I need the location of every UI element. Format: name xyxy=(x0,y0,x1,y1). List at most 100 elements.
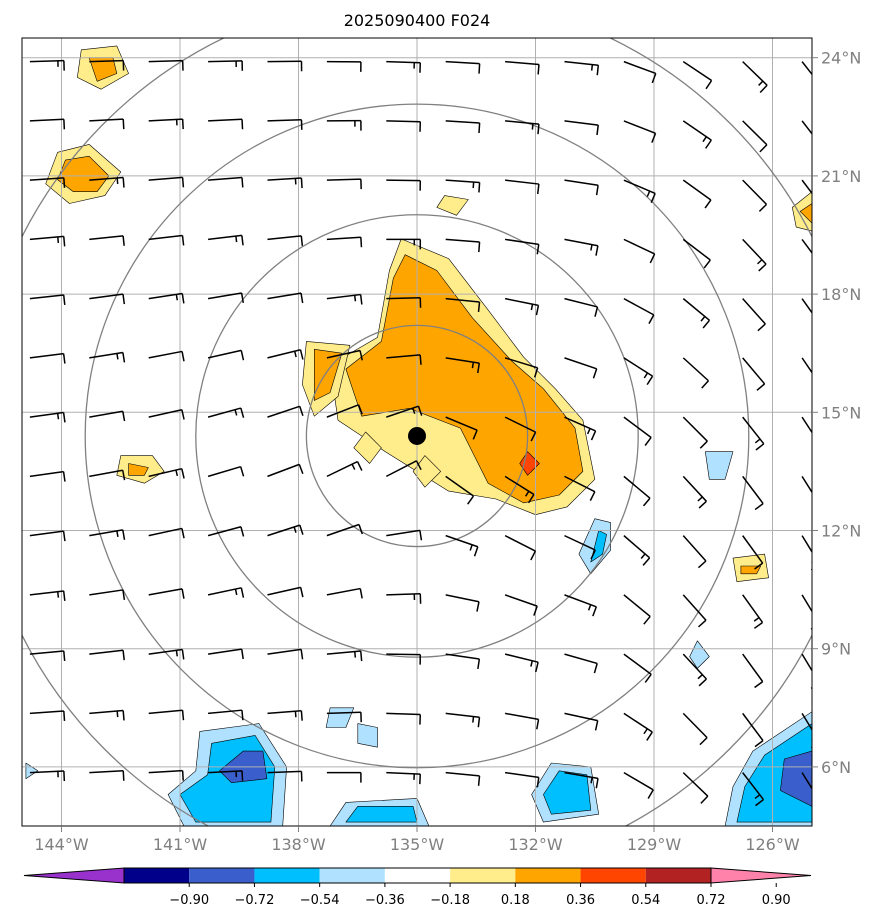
wind-barb-flag xyxy=(360,237,363,248)
wind-barb-flag xyxy=(699,737,708,746)
wind-barb-staff xyxy=(682,772,709,797)
wind-barb xyxy=(326,236,363,248)
wind-barb-flag xyxy=(758,263,767,272)
wind-barb-flag xyxy=(477,717,481,728)
wind-barb-half-flag xyxy=(814,202,819,206)
wind-barb-staff xyxy=(623,60,657,75)
wind-barb xyxy=(29,235,66,247)
wind-barb-flag xyxy=(300,178,303,189)
colorbar-swatch xyxy=(319,868,385,883)
wind-barb-staff xyxy=(148,648,183,655)
wind-barb-flag xyxy=(595,778,599,789)
wind-barb-flag xyxy=(477,775,481,786)
wind-barb-flag xyxy=(478,182,481,193)
wind-barb-flag xyxy=(181,588,185,599)
wind-barb xyxy=(326,460,363,478)
wind-barb-staff xyxy=(623,712,653,733)
wind-barb xyxy=(504,534,537,561)
wind-barb-flag xyxy=(590,549,596,560)
wind-barb-half-flag xyxy=(697,496,703,502)
wind-barb-flag xyxy=(527,494,535,504)
wind-barb-flag xyxy=(240,587,245,598)
wind-barb-half-flag xyxy=(754,438,761,444)
negative-contour-region xyxy=(590,530,607,563)
wind-barb-flag xyxy=(535,305,540,316)
wind-barb-staff xyxy=(623,771,654,791)
wind-barb xyxy=(682,416,708,449)
wind-barb-half-flag xyxy=(813,381,818,384)
wind-barb-staff xyxy=(386,120,421,123)
wind-barb-flag xyxy=(593,663,598,674)
wind-barb-flag xyxy=(300,235,304,246)
colorbar: −0.90 −0.72 −0.54 −0.36 −0.18 0.18 0.36 0.54 0.7… xyxy=(23,867,812,908)
wind-barb xyxy=(623,179,656,203)
wind-barb xyxy=(208,709,244,721)
wind-barb xyxy=(148,350,185,362)
wind-barb xyxy=(682,238,711,269)
wind-barb-flag xyxy=(478,241,481,253)
wind-barb xyxy=(326,178,362,190)
wind-barb xyxy=(326,60,362,72)
colorbar-tick-label: −0.90 xyxy=(169,893,209,908)
wind-barb-flag xyxy=(644,673,652,683)
wind-barb-half-flag xyxy=(56,591,60,598)
wind-barb-half-flag xyxy=(472,716,475,723)
wind-barb-staff xyxy=(801,120,812,135)
wind-barb-flag xyxy=(181,649,185,660)
wind-barb-flag xyxy=(359,350,363,361)
negative-contour-region xyxy=(345,805,418,823)
wind-barb xyxy=(564,594,598,617)
wind-barb-flag xyxy=(298,464,304,474)
wind-barb xyxy=(89,469,126,481)
wind-barb-flag xyxy=(759,144,768,153)
wind-barb xyxy=(801,475,812,512)
wind-barb-flag xyxy=(592,368,598,379)
wind-barb-flag xyxy=(651,133,657,143)
wind-barb xyxy=(385,460,422,478)
wind-barb-staff xyxy=(207,292,242,300)
colorbar-tick-label: −0.18 xyxy=(430,893,470,908)
wind-barb xyxy=(386,771,422,785)
wind-barb-staff xyxy=(504,712,539,721)
wind-barb xyxy=(29,294,66,305)
wind-barb-flag xyxy=(756,383,766,391)
wind-barb-staff xyxy=(326,523,360,537)
chart-title: 2025090400 F024 xyxy=(344,11,491,30)
storm-center-marker xyxy=(408,426,426,445)
wind-barb-flag xyxy=(754,502,764,511)
wind-barb xyxy=(267,770,303,782)
wind-barb-flag xyxy=(590,430,597,441)
wind-barb xyxy=(742,653,764,689)
y-tick-label: 9°N xyxy=(821,640,851,659)
wind-barb xyxy=(682,298,711,329)
wind-barb-staff xyxy=(623,594,651,618)
wind-barb-staff xyxy=(326,236,361,241)
wind-barb-flag xyxy=(122,294,126,305)
wind-barb xyxy=(208,60,244,71)
wind-barb-flag xyxy=(594,306,599,317)
wind-barb-flag xyxy=(701,380,710,389)
wind-barb xyxy=(801,61,812,76)
wind-barb xyxy=(326,711,362,723)
wind-barb-staff xyxy=(29,530,64,537)
wind-barb-staff xyxy=(29,177,64,181)
negative-contour-region xyxy=(25,762,39,780)
wind-barb-flag xyxy=(63,177,66,188)
wind-barb xyxy=(623,357,654,385)
wind-barb xyxy=(564,179,599,196)
wind-barb-staff xyxy=(207,526,242,537)
wind-barb-staff xyxy=(89,293,124,300)
wind-barb xyxy=(326,523,364,537)
wind-barb-flag xyxy=(240,649,244,660)
wind-barb-flag xyxy=(595,185,599,196)
wind-barb xyxy=(445,475,475,505)
wind-barb-staff xyxy=(505,120,540,125)
wind-barb xyxy=(801,120,812,135)
wind-barb-staff xyxy=(148,769,183,774)
wind-barb-staff xyxy=(682,357,709,382)
wind-barb-flag xyxy=(299,587,304,598)
wind-barb-flag xyxy=(592,606,598,617)
wind-barb-flag xyxy=(698,619,707,628)
colorbar-swatch xyxy=(124,868,190,883)
wind-barb-flag xyxy=(650,193,656,203)
